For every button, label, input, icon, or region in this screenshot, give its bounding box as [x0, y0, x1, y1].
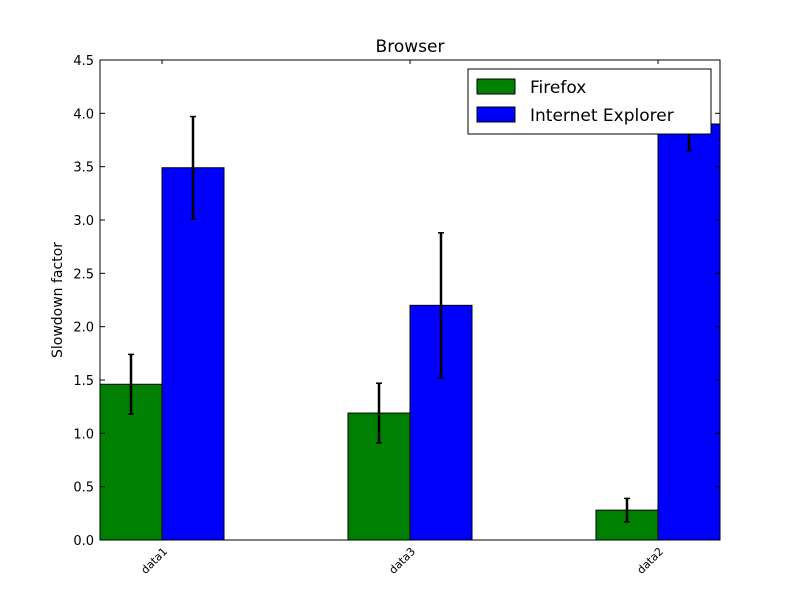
y-tick-label-4.0: 4.0 — [73, 107, 94, 122]
y-tick-label-2.0: 2.0 — [73, 321, 94, 336]
x-tick-label-data2: data2 — [634, 545, 666, 577]
x-category-labels: data1 data3 data2 — [138, 545, 666, 577]
x-tick-label-data3: data3 — [386, 545, 418, 577]
y-tick-label-0.5: 0.5 — [73, 481, 94, 496]
y-axis-title: Slowdown factor — [50, 242, 66, 358]
legend: Firefox Internet Explorer — [467, 68, 712, 135]
legend-label-firefox: Firefox — [530, 78, 586, 98]
legend-label-internet-explorer: Internet Explorer — [530, 106, 674, 126]
legend-swatch-internet-explorer — [476, 106, 516, 123]
y-tick-label-3.0: 3.0 — [73, 214, 94, 229]
y-tick-label-3.5: 3.5 — [73, 161, 94, 176]
chart-title: Browser — [376, 37, 445, 57]
x-tick-label-data1: data1 — [138, 545, 170, 577]
y-tick-label-2.5: 2.5 — [73, 267, 94, 282]
y-ticks-layer: 0.0 0.5 1.0 1.5 2.0 2.5 3.0 3.5 4.0 4.5 — [73, 54, 720, 549]
y-tick-label-1.0: 1.0 — [73, 427, 94, 442]
bar-data2-internet-explorer — [657, 123, 721, 541]
y-tick-label-4.5: 4.5 — [73, 54, 94, 69]
plot-frame — [99, 59, 721, 541]
y-tick-label-1.5: 1.5 — [73, 374, 94, 389]
legend-swatch-firefox — [476, 78, 516, 95]
bars-layer — [99, 123, 721, 541]
bar-data1-internet-explorer — [161, 167, 225, 541]
y-tick-label-0.0: 0.0 — [73, 534, 94, 549]
